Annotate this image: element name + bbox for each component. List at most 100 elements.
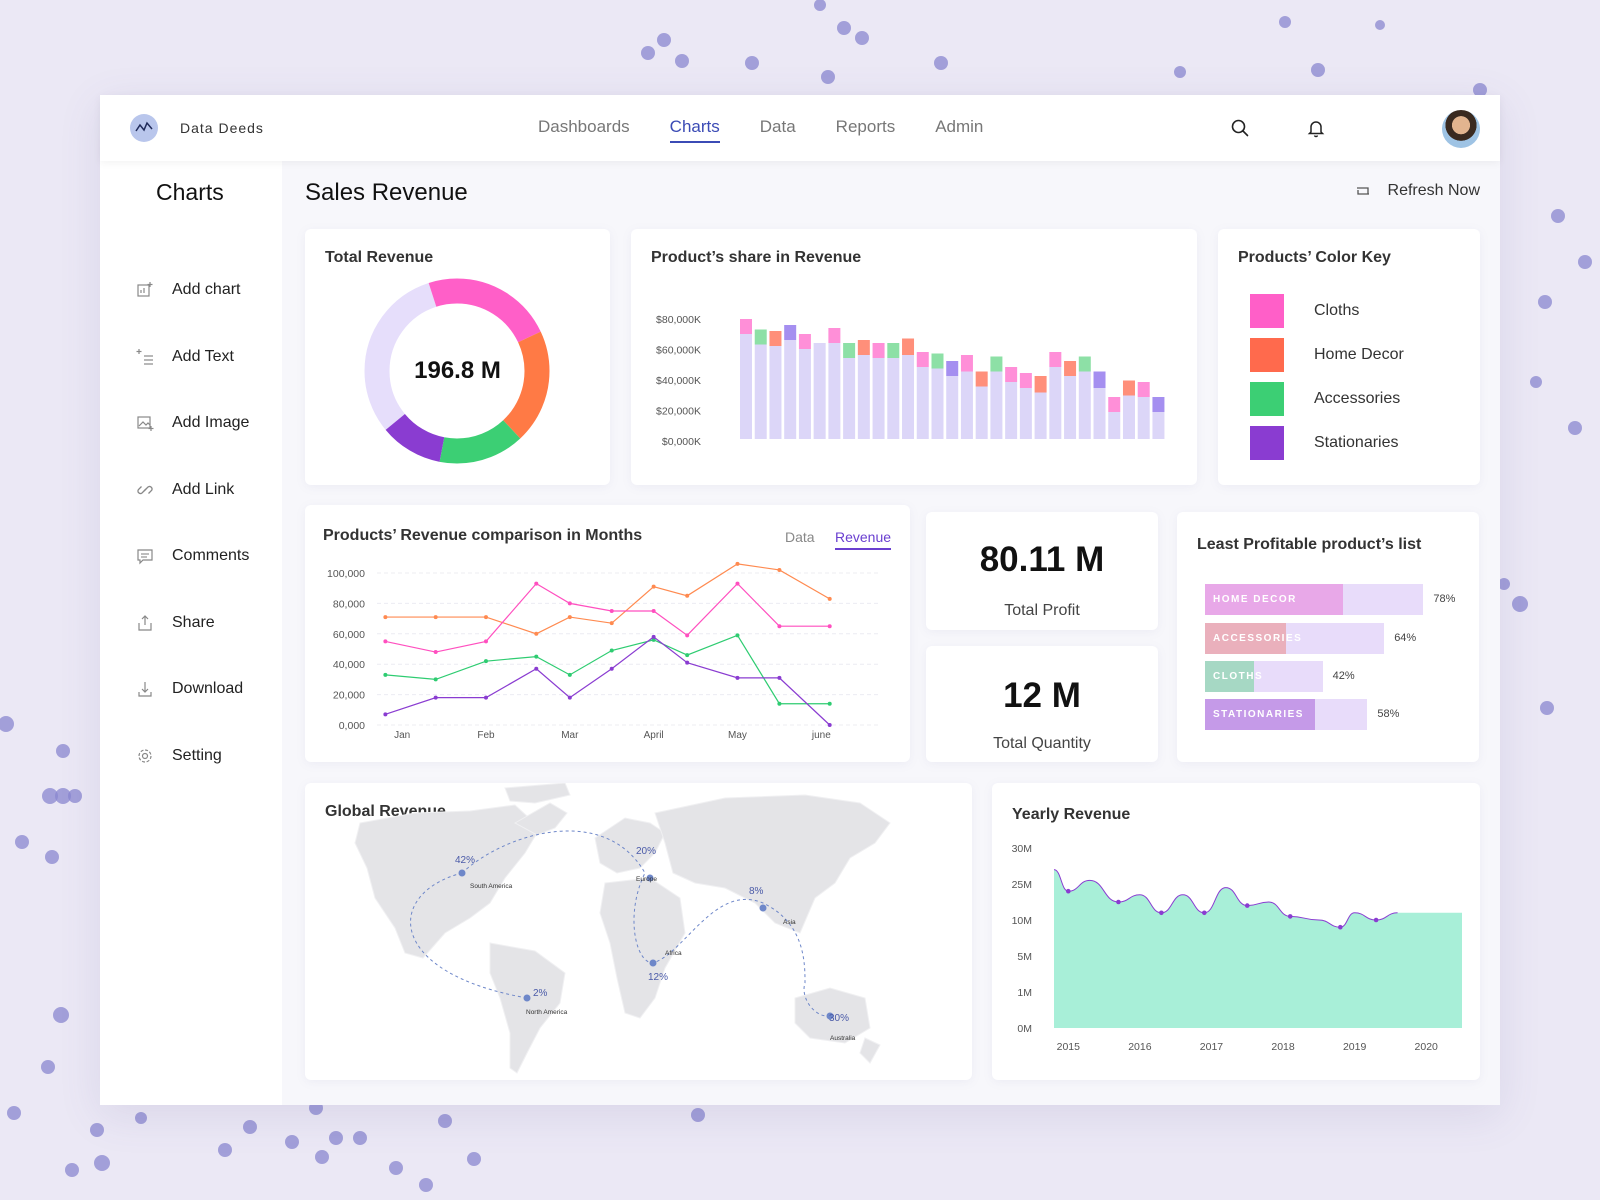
- nav-reports[interactable]: Reports: [835, 117, 896, 136]
- y-tick-label: 40,000: [333, 659, 365, 671]
- series-point: [433, 650, 438, 655]
- x-tick-label: 2020: [1415, 1041, 1439, 1053]
- series-point: [433, 695, 438, 700]
- sidebar-item-label: Add Image: [172, 414, 250, 432]
- search-icon[interactable]: [1229, 117, 1251, 139]
- series-point: [383, 712, 388, 717]
- sidebar-item-download[interactable]: Download: [136, 656, 249, 723]
- decorative-dot: [745, 56, 759, 70]
- series-point: [567, 615, 572, 620]
- tab-revenue[interactable]: Revenue: [835, 529, 892, 550]
- sidebar-item-label: Add chart: [172, 281, 241, 299]
- sidebar-title: Charts: [156, 179, 224, 205]
- donut-slice: [364, 278, 550, 464]
- link-icon: [137, 485, 153, 494]
- revenue-bar-segment: [946, 361, 959, 376]
- refresh-now-label: Refresh Now: [1387, 182, 1480, 199]
- total-profit-value: 80.11 M: [979, 540, 1105, 579]
- bell-icon[interactable]: [1305, 117, 1327, 139]
- series-point: [777, 624, 782, 629]
- nav-admin[interactable]: Admin: [935, 117, 984, 136]
- region-names: South America Europe Asia Africa North A…: [470, 876, 856, 1042]
- series-point: [383, 639, 388, 644]
- sidebar-item-comments[interactable]: Comments: [136, 523, 249, 590]
- revenue-bar-segment: [1078, 356, 1091, 372]
- percent-label: 78%: [1433, 593, 1456, 605]
- route-line: [410, 872, 528, 999]
- series-point: [827, 596, 832, 601]
- series-point: [483, 615, 488, 620]
- user-avatar[interactable]: [1442, 110, 1480, 148]
- x-tick-label: 2015: [1057, 1041, 1081, 1053]
- tab-data[interactable]: Data: [785, 529, 815, 545]
- y-tick-label: 30M: [1012, 843, 1032, 855]
- nav-charts[interactable]: Charts: [669, 117, 720, 143]
- revenue-bar: [872, 358, 885, 439]
- sidebar-item-add-text[interactable]: Add Text: [136, 324, 249, 391]
- refresh-icon: [1356, 187, 1369, 195]
- product-share-bar-chart: $80,000K $60,000K $40,000K $20,000K $0,000K: [656, 314, 1165, 448]
- revenue-bar: [960, 371, 973, 439]
- series-point: [777, 701, 782, 706]
- nav-dashboards[interactable]: Dashboards: [538, 117, 630, 136]
- product-share-card: Product’s share in Revenue $80,000K $60,0…: [631, 229, 1197, 485]
- sidebar-item-add-image[interactable]: Add Image: [136, 390, 249, 457]
- area-point: [1116, 899, 1121, 905]
- nav-data[interactable]: Data: [759, 117, 796, 136]
- y-tick-label: $0,000K: [662, 436, 701, 448]
- decorative-dot: [15, 835, 29, 849]
- sidebar-item-label: Download: [172, 680, 244, 698]
- top-navigation-bar: Data Deeds Dashboards Charts Data Report…: [100, 95, 1500, 161]
- series-point: [534, 581, 539, 586]
- decorative-dot: [1538, 295, 1552, 309]
- donut-slice: [364, 278, 550, 464]
- donut-slice: [364, 278, 550, 464]
- revenue-bar: [798, 349, 811, 439]
- area-point: [1287, 914, 1293, 919]
- progress-fill: [1205, 699, 1316, 730]
- y-tick-label: 60,000: [333, 629, 365, 641]
- x-tick-label: April: [644, 730, 664, 741]
- revenue-bar-segment: [1122, 380, 1135, 396]
- product-label: STATIONARIES: [1213, 709, 1304, 720]
- monthly-revenue-title: Products’ Revenue comparison in Months: [323, 527, 643, 544]
- africa-pct: 12%: [648, 972, 668, 983]
- x-tick-label: Mar: [561, 730, 579, 741]
- sidebar-item-setting[interactable]: Setting: [136, 723, 249, 790]
- legend-label: Cloths: [1314, 302, 1360, 319]
- series-point: [383, 615, 388, 620]
- decorative-dot: [1578, 255, 1592, 269]
- series-point: [685, 660, 690, 665]
- refresh-now-button[interactable]: Refresh Now: [1354, 182, 1480, 200]
- decorative-dot: [1375, 20, 1385, 30]
- x-tick-label: 2017: [1200, 1041, 1224, 1053]
- accessories-swatch: [1250, 382, 1284, 416]
- series-line: [385, 582, 830, 653]
- y-tick-label: 25M: [1012, 879, 1032, 891]
- south-america-label: South America: [470, 883, 513, 890]
- series-point: [685, 593, 690, 598]
- decorative-dot: [41, 1060, 55, 1074]
- decorative-dot: [243, 1120, 257, 1134]
- sidebar-item-add-link[interactable]: Add Link: [136, 457, 249, 524]
- decorative-dot: [353, 1131, 367, 1145]
- area-point: [1244, 903, 1250, 908]
- series-point: [534, 666, 539, 671]
- revenue-bar-segment: [916, 352, 929, 367]
- map-markers: [458, 869, 834, 1020]
- total-revenue-donut-chart: [364, 278, 550, 464]
- x-tick-label: Jan: [394, 730, 410, 741]
- decorative-dot: [821, 70, 835, 84]
- y-tick-label: 0M: [1017, 1023, 1032, 1035]
- decorative-dot: [45, 850, 59, 864]
- world-map: 42% 20% 8% 12% 2% 30% South America Euro…: [354, 783, 891, 1074]
- sidebar-item-add-chart[interactable]: Add chart: [136, 257, 249, 324]
- decorative-dot: [837, 21, 851, 35]
- progress-fill: [1205, 584, 1343, 615]
- add-image-icon: [137, 416, 154, 432]
- revenue-bar-segment: [872, 343, 885, 358]
- sidebar-item-share[interactable]: Share: [136, 590, 249, 657]
- series-point: [735, 561, 740, 566]
- decorative-dot: [438, 1114, 452, 1128]
